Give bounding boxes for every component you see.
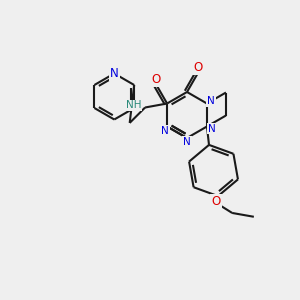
Text: N: N	[161, 125, 169, 136]
Text: NH: NH	[126, 100, 141, 110]
Text: N: N	[208, 124, 216, 134]
Text: N: N	[110, 67, 119, 80]
Text: N: N	[183, 137, 191, 147]
Text: O: O	[194, 61, 202, 74]
Text: O: O	[212, 195, 221, 208]
Text: N: N	[207, 97, 215, 106]
Text: O: O	[152, 73, 161, 86]
